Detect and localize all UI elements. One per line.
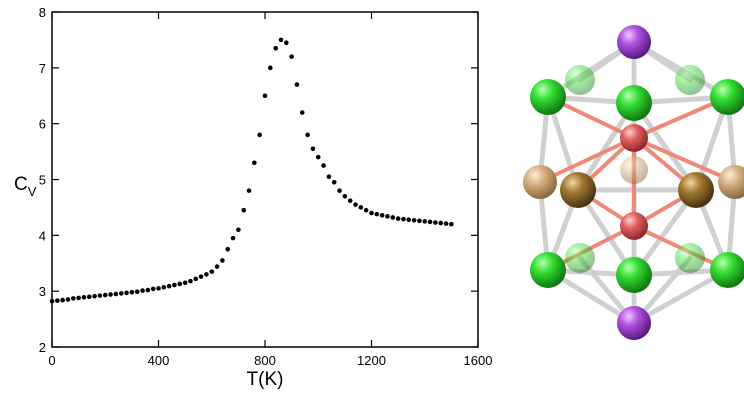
data-point (295, 82, 300, 87)
data-point (385, 214, 390, 219)
data-point (449, 222, 454, 227)
data-point (98, 293, 103, 298)
data-point (412, 218, 417, 223)
data-point (289, 54, 294, 59)
data-point (359, 205, 364, 210)
data-point (428, 220, 433, 225)
data-point (391, 215, 396, 220)
data-point (284, 40, 289, 45)
x-tick-label: 400 (148, 353, 170, 368)
data-point (108, 292, 113, 297)
data-point (305, 133, 310, 138)
data-point (92, 294, 97, 299)
data-point (188, 279, 193, 284)
x-tick-label: 800 (254, 353, 276, 368)
y-axis-label: CV (14, 174, 37, 199)
data-point (337, 188, 342, 193)
data-point (332, 180, 337, 185)
data-point (327, 174, 332, 179)
data-point (55, 298, 60, 303)
data-point (375, 212, 380, 217)
data-point (119, 291, 124, 296)
x-axis-label: T(K) (247, 369, 284, 390)
data-point (343, 194, 348, 199)
data-point (321, 163, 326, 168)
data-point (257, 133, 262, 138)
y-tick-label: 6 (39, 117, 46, 132)
data-point (209, 269, 214, 274)
data-point (140, 288, 145, 293)
data-point (433, 220, 438, 225)
data-point (300, 110, 305, 115)
data-point (422, 219, 427, 224)
data-point (401, 217, 406, 222)
data-point (76, 296, 81, 301)
x-tick-label: 1200 (357, 353, 386, 368)
data-point (135, 289, 140, 294)
data-point (273, 46, 278, 51)
cluster-image (523, 25, 744, 340)
data-point (263, 93, 268, 98)
y-axis-label-sub: V (28, 184, 37, 199)
data-point (151, 287, 156, 292)
data-point (444, 221, 449, 226)
data-point (130, 290, 135, 295)
data-point (114, 292, 119, 297)
data-point (311, 146, 316, 151)
data-point (369, 211, 374, 216)
y-tick-label: 7 (39, 61, 46, 76)
data-point (220, 258, 225, 263)
data-point (225, 247, 230, 252)
data-point (406, 217, 411, 222)
data-point (167, 284, 172, 289)
data-point (162, 285, 167, 290)
y-tick-label: 4 (39, 228, 46, 243)
data-point (252, 160, 257, 165)
y-tick-label: 3 (39, 284, 46, 299)
x-tick-label: 0 (48, 353, 55, 368)
data-point (316, 155, 321, 160)
data-point (178, 282, 183, 287)
data-point (172, 283, 177, 288)
data-point (268, 66, 273, 71)
data-point (204, 272, 209, 277)
data-point (364, 208, 369, 213)
y-tick-label: 5 (39, 173, 46, 188)
data-point (87, 294, 92, 299)
plot-frame (52, 12, 478, 347)
data-point (236, 227, 241, 232)
data-point (348, 198, 353, 203)
data-point (50, 299, 55, 304)
data-point (231, 236, 236, 241)
data-point (417, 219, 422, 224)
data-point (183, 280, 188, 285)
data-point (103, 293, 108, 298)
data-point (66, 297, 71, 302)
data-point (199, 274, 204, 279)
data-point (380, 213, 385, 218)
data-point (156, 286, 161, 291)
data-point (124, 291, 129, 296)
data-point (215, 264, 220, 269)
data-point (438, 221, 443, 226)
data-point (353, 202, 358, 207)
y-tick-label: 2 (39, 340, 46, 355)
y-axis-label-main: C (14, 174, 28, 195)
data-point (60, 298, 65, 303)
data-point (193, 277, 198, 282)
data-point (247, 188, 252, 193)
data-point (71, 296, 76, 301)
data-point (396, 216, 401, 221)
data-point (146, 288, 151, 293)
x-tick-label: 1600 (464, 353, 493, 368)
y-tick-label: 8 (39, 5, 46, 20)
figure: T(K) CV 0 400 800 1200 1600 2 3 4 5 6 7 8 (0, 0, 744, 398)
data-point (241, 208, 246, 213)
data-point (82, 295, 87, 300)
data-point (279, 38, 284, 43)
